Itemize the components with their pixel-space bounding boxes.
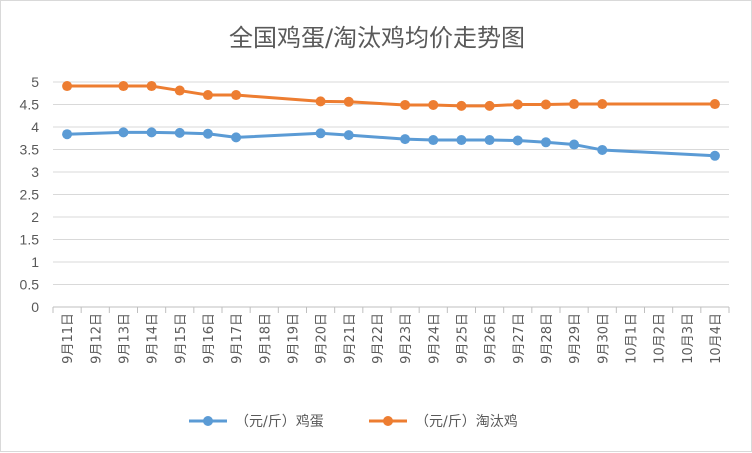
y-tick-label: 4.5 xyxy=(20,97,40,113)
x-tick-label: 10月3日 xyxy=(681,313,696,364)
y-tick-label: 2.5 xyxy=(20,187,40,203)
x-tick-label: 9月27日 xyxy=(512,313,527,364)
data-point xyxy=(146,81,157,92)
data-point xyxy=(512,135,523,146)
data-point xyxy=(400,134,411,145)
y-tick-label: 1.5 xyxy=(20,232,40,248)
chart-title: 全国鸡蛋/淘汰鸡均价走势图 xyxy=(229,24,525,52)
x-tick-label: 9月11日 xyxy=(61,313,76,364)
data-point xyxy=(512,99,523,110)
data-point xyxy=(597,99,608,110)
x-axis-tick-labels: 9月11日 9月12日 9月13日 9月14日 9月15日 9月16日 9月17日 9月18日… xyxy=(61,313,724,364)
x-tick-label: 9月18日 xyxy=(258,313,273,364)
data-point xyxy=(456,100,467,111)
x-tick-label: 9月20日 xyxy=(315,313,330,364)
data-point xyxy=(428,135,439,146)
data-point xyxy=(456,135,467,146)
data-point xyxy=(174,127,185,138)
data-point xyxy=(569,99,580,110)
x-tick-label: 9月26日 xyxy=(484,313,499,364)
x-tick-label: 9月28日 xyxy=(540,313,555,364)
x-tick-label: 9月12日 xyxy=(89,313,104,364)
data-point xyxy=(484,135,495,146)
y-tick-label: 5 xyxy=(31,74,39,90)
x-tick-label: 9月25日 xyxy=(455,313,470,364)
data-point xyxy=(202,90,213,101)
y-tick-label: 0 xyxy=(31,299,39,315)
data-point xyxy=(231,132,242,143)
legend-marker xyxy=(203,416,213,426)
x-tick-label: 9月16日 xyxy=(202,313,217,364)
data-point xyxy=(315,96,326,107)
x-tick-label: 9月13日 xyxy=(117,313,132,364)
x-tick-label: 9月17日 xyxy=(230,313,245,364)
legend-marker xyxy=(383,416,393,426)
data-point xyxy=(709,150,720,161)
series-layer xyxy=(62,81,720,161)
x-tick-label: 9月23日 xyxy=(399,313,414,364)
y-tick-label: 3 xyxy=(31,164,39,180)
data-point xyxy=(343,130,354,141)
legend-label: （元/斤）淘汰鸡 xyxy=(415,413,518,430)
data-point xyxy=(428,99,439,110)
series-line xyxy=(67,130,715,158)
x-tick-label: 10月4日 xyxy=(709,313,724,364)
x-axis xyxy=(52,306,730,313)
x-tick-label: 9月30日 xyxy=(596,313,611,364)
y-tick-label: 0.5 xyxy=(20,277,40,293)
legend: （元/斤）鸡蛋 （元/斤）淘汰鸡 xyxy=(189,413,518,430)
x-tick-label: 9月15日 xyxy=(174,313,189,364)
data-point xyxy=(146,127,157,138)
data-point xyxy=(315,128,326,139)
x-tick-label: 10月1日 xyxy=(624,313,639,364)
data-point xyxy=(118,81,129,92)
y-tick-label: 1 xyxy=(31,254,39,270)
data-point xyxy=(569,139,580,150)
data-point xyxy=(202,128,213,139)
x-tick-label: 10月2日 xyxy=(653,313,668,364)
data-point xyxy=(118,127,129,138)
data-point xyxy=(343,96,354,107)
data-point xyxy=(540,99,551,110)
gridlines xyxy=(53,81,729,308)
y-tick-label: 2 xyxy=(31,209,39,225)
x-tick-label: 9月19日 xyxy=(286,313,301,364)
x-tick-label: 9月14日 xyxy=(146,313,161,364)
x-tick-label: 9月21日 xyxy=(343,313,358,364)
data-point xyxy=(540,137,551,148)
x-tick-label: 9月29日 xyxy=(568,313,583,364)
x-tick-label: 9月22日 xyxy=(371,313,386,364)
legend-label: （元/斤）鸡蛋 xyxy=(235,413,324,430)
data-point xyxy=(62,129,73,140)
data-point xyxy=(484,100,495,111)
data-point xyxy=(400,99,411,110)
y-axis-tick-labels: 0 0.5 1 1.5 2 2.5 3 3.5 4 4.5 5 xyxy=(20,74,40,315)
y-tick-label: 3.5 xyxy=(20,142,40,158)
x-tick-label: 9月24日 xyxy=(427,313,442,364)
y-tick-label: 4 xyxy=(31,119,39,135)
data-point xyxy=(174,85,185,96)
data-point xyxy=(597,144,608,155)
series-line xyxy=(67,84,715,108)
data-point xyxy=(62,81,73,92)
data-point xyxy=(231,90,242,101)
data-point xyxy=(709,99,720,110)
